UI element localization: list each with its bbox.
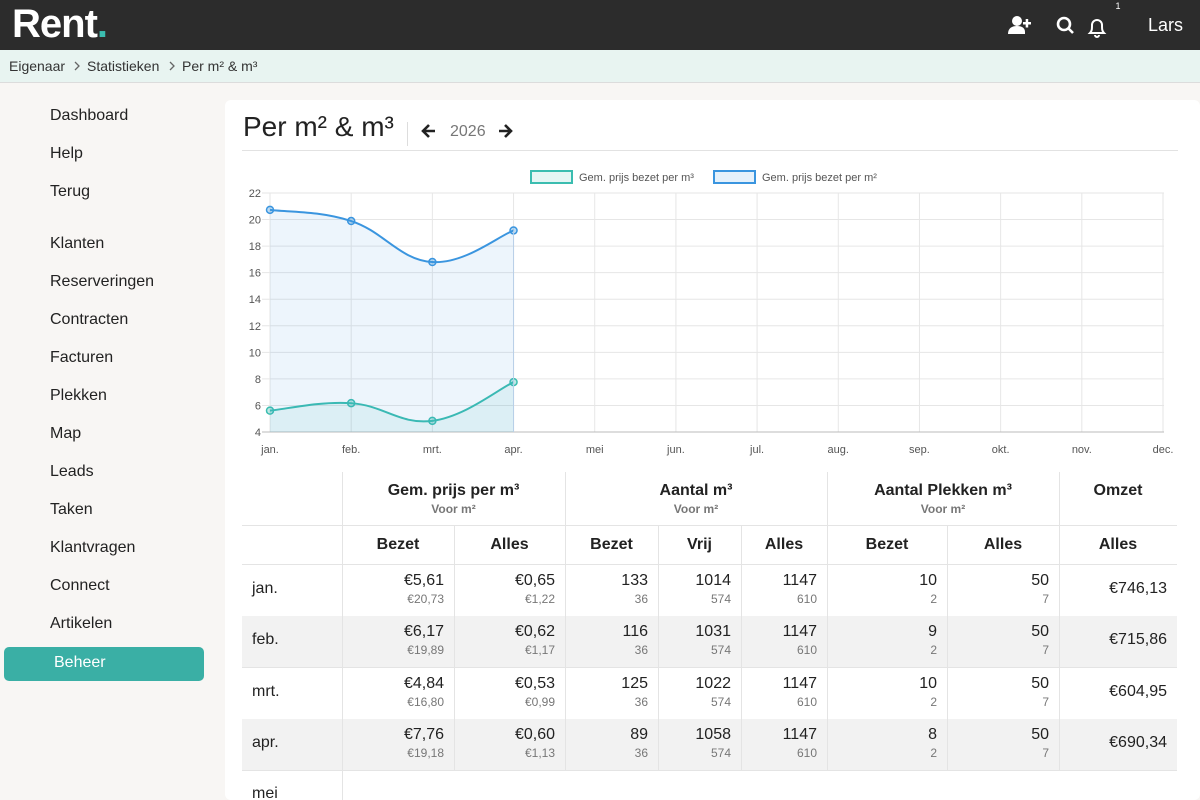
chevron	[74, 61, 80, 71]
x-tick-label: jul.	[749, 444, 764, 456]
menu-item[interactable]: Map	[50, 425, 82, 442]
next-year[interactable]	[497, 123, 513, 139]
arrow	[499, 124, 513, 138]
chevron	[169, 61, 175, 71]
breadcrumb-item[interactable]: Eigenaar	[9, 58, 66, 74]
logo-dot: .	[96, 2, 108, 46]
x-tick-label: mei	[586, 444, 604, 456]
add-user-icon[interactable]	[1008, 16, 1031, 34]
series-line	[269, 208, 514, 264]
menu-item[interactable]: Help	[50, 145, 83, 162]
prev-year[interactable]	[421, 123, 437, 139]
data-point[interactable]	[428, 257, 437, 267]
y-tick-label: 10	[249, 347, 261, 359]
area-fill	[270, 382, 514, 432]
search-icon[interactable]	[1056, 16, 1074, 34]
menu-item[interactable]: Plekken	[50, 387, 107, 404]
y-tick-label: 20	[249, 215, 261, 227]
page-title: Per m² & m³	[243, 111, 394, 142]
header-icons	[1008, 16, 1107, 38]
x-tick-label: mrt.	[423, 444, 442, 456]
x-tick-label: dec.	[1153, 444, 1174, 456]
x-tick-label: nov.	[1072, 444, 1092, 456]
data-point[interactable]	[346, 216, 356, 226]
y-tick-label: 6	[255, 400, 261, 412]
bell-icon[interactable]	[1087, 19, 1107, 38]
badge-count: 1	[1115, 1, 1121, 11]
x-tick-label: jan.	[260, 444, 279, 456]
logo[interactable]: Rent.	[12, 2, 108, 47]
menu-item[interactable]: Reserveringen	[50, 273, 155, 290]
y-tick-label: 22	[249, 188, 261, 200]
data-point[interactable]	[428, 416, 437, 426]
menu-item[interactable]: Beheer	[54, 654, 106, 671]
header-rule	[242, 150, 1178, 151]
breadcrumb: Eigenaar Statistieken Per m² & m³	[0, 50, 1200, 83]
menu-item[interactable]: Contracten	[50, 311, 129, 328]
menu-item[interactable]: Connect	[50, 577, 110, 594]
y-tick-label: 12	[249, 321, 261, 333]
legend-label: Gem. prijs bezet per m³	[579, 172, 694, 184]
user-name[interactable]: Lars	[1148, 15, 1184, 35]
legend-label: Gem. prijs bezet per m²	[762, 172, 877, 184]
legend-swatch	[713, 170, 756, 184]
year: 2026	[450, 123, 486, 140]
breadcrumb-item: Per m² & m³	[182, 58, 258, 74]
breadcrumb-item[interactable]: Statistieken	[87, 58, 160, 74]
title-divider	[407, 122, 408, 146]
menu-item[interactable]: Leads	[50, 463, 94, 480]
data-point[interactable]	[265, 205, 275, 215]
x-tick-label: okt.	[992, 444, 1010, 456]
area-fill	[270, 209, 514, 432]
y-tick-label: 8	[255, 374, 261, 386]
breadcrumb-separator	[74, 61, 80, 71]
data-point[interactable]	[346, 398, 356, 408]
menu-item[interactable]: Taken	[50, 501, 93, 518]
x-tick-label: aug.	[828, 444, 849, 456]
menu-item[interactable]: Artikelen	[50, 615, 113, 632]
menu-item[interactable]: Dashboard	[50, 107, 129, 124]
y-tick-label: 14	[249, 294, 261, 306]
content-card: Per m² & m³ 2026	[225, 100, 1200, 800]
series-line	[269, 381, 514, 423]
menu-item[interactable]: Klantvragen	[50, 539, 136, 556]
legend-swatch	[530, 170, 573, 184]
breadcrumb-separator	[169, 61, 175, 71]
logo-text: Rent	[12, 2, 98, 46]
menu-item[interactable]: Facturen	[50, 349, 114, 366]
x-tick-label: apr.	[504, 444, 522, 456]
x-tick-label: sep.	[909, 444, 930, 456]
arrow	[421, 124, 435, 138]
y-tick-label: 18	[249, 241, 261, 253]
menu-item[interactable]: Klanten	[50, 235, 105, 252]
active-item-bg	[4, 647, 204, 681]
chart: 4 6 8 10 12 14 16 18 20 22 jan. feb. mrt. apr. mei jun.…	[249, 170, 1174, 456]
data-point[interactable]	[265, 406, 275, 415]
top-bar: Rent. 1 Lars	[0, 0, 1200, 50]
y-tick-label: 4	[255, 427, 261, 439]
x-tick-label: jun.	[666, 444, 685, 456]
x-tick-label: feb.	[342, 444, 360, 456]
y-tick-label: 16	[249, 268, 261, 280]
menu-item[interactable]: Terug	[50, 183, 91, 200]
